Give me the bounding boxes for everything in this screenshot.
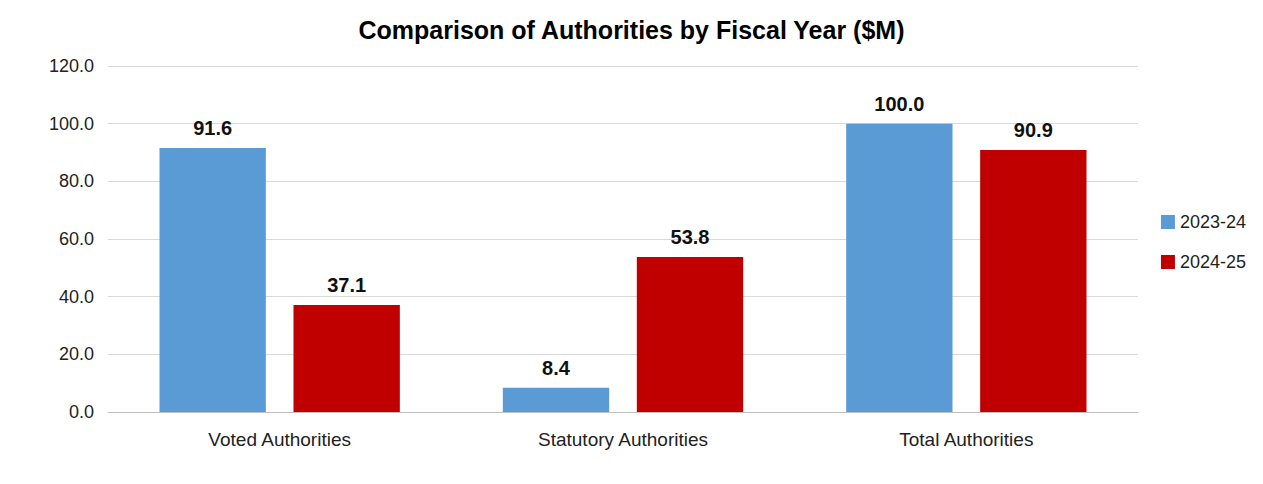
- svg-text:40.0: 40.0: [59, 287, 94, 307]
- svg-text:91.6: 91.6: [193, 117, 232, 139]
- svg-text:2023-24: 2023-24: [1180, 212, 1246, 232]
- svg-text:8.4: 8.4: [542, 357, 571, 379]
- svg-text:Comparison of Authorities by F: Comparison of Authorities by Fiscal Year…: [359, 16, 905, 44]
- svg-text:2024-25: 2024-25: [1180, 252, 1246, 272]
- svg-text:Statutory Authorities: Statutory Authorities: [538, 429, 708, 450]
- svg-text:90.9: 90.9: [1014, 119, 1053, 141]
- svg-text:0.0: 0.0: [69, 402, 94, 422]
- svg-text:80.0: 80.0: [59, 171, 94, 191]
- svg-text:120.0: 120.0: [49, 56, 94, 76]
- svg-text:20.0: 20.0: [59, 344, 94, 364]
- svg-text:60.0: 60.0: [59, 229, 94, 249]
- svg-text:53.8: 53.8: [671, 226, 710, 248]
- svg-text:Voted Authorities: Voted Authorities: [208, 429, 351, 450]
- svg-text:37.1: 37.1: [327, 274, 366, 296]
- svg-text:Total Authorities: Total Authorities: [899, 429, 1033, 450]
- svg-text:100.0: 100.0: [874, 93, 924, 115]
- svg-text:100.0: 100.0: [49, 114, 94, 134]
